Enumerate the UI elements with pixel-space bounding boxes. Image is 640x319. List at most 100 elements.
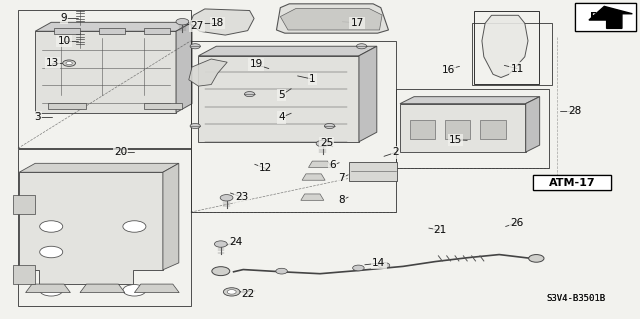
Circle shape bbox=[244, 92, 255, 97]
Circle shape bbox=[176, 19, 189, 25]
Polygon shape bbox=[80, 284, 125, 293]
Polygon shape bbox=[445, 120, 470, 139]
Circle shape bbox=[353, 265, 364, 271]
Polygon shape bbox=[480, 120, 506, 139]
Text: 10: 10 bbox=[58, 36, 70, 46]
Circle shape bbox=[356, 44, 367, 49]
FancyBboxPatch shape bbox=[533, 175, 611, 190]
Circle shape bbox=[324, 123, 335, 129]
Text: 8: 8 bbox=[339, 195, 345, 205]
Text: 26: 26 bbox=[511, 218, 524, 228]
Circle shape bbox=[63, 60, 76, 66]
Text: 27: 27 bbox=[191, 21, 204, 31]
Polygon shape bbox=[359, 46, 377, 142]
Text: 13: 13 bbox=[46, 58, 59, 68]
Text: 19: 19 bbox=[250, 59, 262, 70]
Polygon shape bbox=[35, 31, 176, 113]
Circle shape bbox=[214, 241, 227, 247]
Text: 22: 22 bbox=[242, 289, 255, 299]
Polygon shape bbox=[134, 284, 179, 293]
Text: 13: 13 bbox=[46, 58, 59, 68]
Text: 27: 27 bbox=[191, 21, 204, 31]
Text: 23: 23 bbox=[236, 192, 248, 202]
Polygon shape bbox=[280, 9, 382, 30]
Circle shape bbox=[66, 62, 72, 65]
Circle shape bbox=[316, 140, 329, 147]
Text: 11: 11 bbox=[511, 63, 524, 74]
Text: 4: 4 bbox=[278, 112, 285, 122]
Text: 2: 2 bbox=[392, 147, 399, 158]
Text: ATM-17: ATM-17 bbox=[548, 178, 595, 188]
Text: 17: 17 bbox=[351, 18, 364, 28]
Text: 3: 3 bbox=[34, 112, 40, 122]
Polygon shape bbox=[482, 15, 528, 78]
Text: 24: 24 bbox=[229, 237, 242, 247]
Circle shape bbox=[40, 221, 63, 232]
Text: 19: 19 bbox=[250, 59, 262, 70]
Text: 18: 18 bbox=[211, 18, 224, 28]
Circle shape bbox=[212, 267, 230, 276]
Text: 18: 18 bbox=[211, 18, 224, 28]
Text: 26: 26 bbox=[511, 218, 524, 228]
Polygon shape bbox=[276, 4, 388, 33]
Text: 7: 7 bbox=[339, 173, 345, 183]
Polygon shape bbox=[308, 161, 332, 167]
Text: S3V4-B3501B: S3V4-B3501B bbox=[547, 294, 605, 303]
Polygon shape bbox=[400, 97, 540, 104]
Text: 16: 16 bbox=[442, 64, 454, 75]
Circle shape bbox=[223, 288, 240, 296]
Text: 25: 25 bbox=[320, 138, 333, 148]
Text: 22: 22 bbox=[242, 289, 255, 299]
Circle shape bbox=[220, 195, 233, 201]
Polygon shape bbox=[35, 22, 192, 31]
Text: 4: 4 bbox=[278, 112, 285, 122]
Text: 12: 12 bbox=[259, 163, 272, 174]
Text: 20: 20 bbox=[114, 147, 127, 158]
Circle shape bbox=[378, 263, 390, 268]
Text: 24: 24 bbox=[229, 237, 242, 247]
Text: 2: 2 bbox=[392, 147, 399, 158]
FancyBboxPatch shape bbox=[533, 175, 611, 190]
Polygon shape bbox=[26, 284, 70, 293]
Polygon shape bbox=[163, 163, 179, 270]
Polygon shape bbox=[400, 104, 525, 152]
Text: 23: 23 bbox=[236, 192, 248, 202]
Text: 17: 17 bbox=[351, 18, 364, 28]
Circle shape bbox=[40, 246, 63, 258]
Text: 28: 28 bbox=[568, 106, 581, 116]
Text: 5: 5 bbox=[278, 90, 285, 100]
Text: 15: 15 bbox=[449, 135, 462, 145]
Text: 8: 8 bbox=[339, 195, 345, 205]
FancyBboxPatch shape bbox=[575, 3, 636, 31]
Text: 21: 21 bbox=[434, 225, 447, 235]
Polygon shape bbox=[13, 265, 35, 284]
Text: 6: 6 bbox=[330, 160, 336, 170]
Text: 3: 3 bbox=[34, 112, 40, 122]
Text: 12: 12 bbox=[259, 163, 272, 174]
Polygon shape bbox=[579, 6, 632, 27]
Circle shape bbox=[276, 268, 287, 274]
Text: 14: 14 bbox=[372, 258, 385, 268]
Polygon shape bbox=[189, 59, 227, 86]
Circle shape bbox=[529, 255, 544, 262]
Circle shape bbox=[123, 285, 146, 296]
Polygon shape bbox=[301, 194, 324, 200]
Text: 5: 5 bbox=[278, 90, 285, 100]
FancyBboxPatch shape bbox=[575, 3, 636, 31]
Text: FR.: FR. bbox=[590, 12, 609, 22]
Circle shape bbox=[40, 285, 63, 296]
Text: 9: 9 bbox=[61, 12, 67, 23]
Circle shape bbox=[190, 44, 200, 49]
Text: 1: 1 bbox=[309, 74, 316, 84]
Text: 6: 6 bbox=[330, 160, 336, 170]
Text: 21: 21 bbox=[434, 225, 447, 235]
Polygon shape bbox=[410, 120, 435, 139]
Polygon shape bbox=[54, 28, 80, 34]
Text: 20: 20 bbox=[114, 147, 127, 158]
Text: ATM-17: ATM-17 bbox=[548, 178, 595, 188]
Text: S3V4-B3501B: S3V4-B3501B bbox=[547, 294, 605, 303]
Text: 16: 16 bbox=[442, 64, 454, 75]
Circle shape bbox=[227, 290, 236, 294]
Text: FR.: FR. bbox=[582, 10, 598, 19]
Text: 9: 9 bbox=[61, 12, 67, 23]
